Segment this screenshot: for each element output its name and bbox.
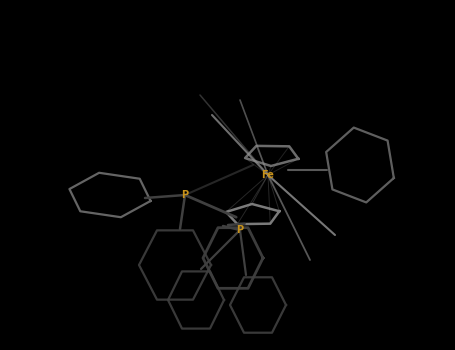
Text: P: P bbox=[237, 225, 243, 235]
Text: Fe: Fe bbox=[262, 170, 274, 180]
Text: P: P bbox=[182, 190, 188, 200]
